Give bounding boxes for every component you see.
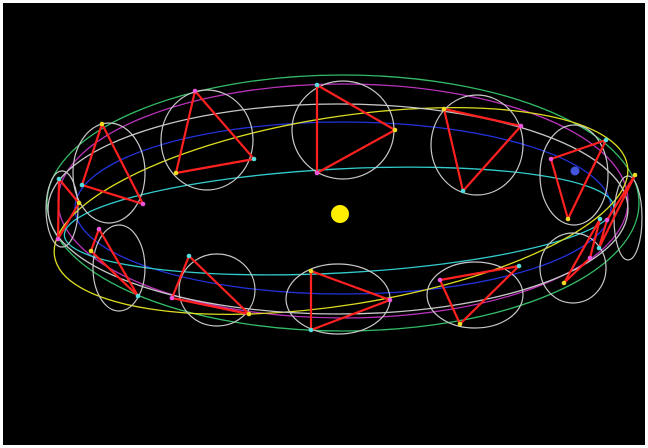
triangle xyxy=(56,177,81,241)
triangle-vertex xyxy=(169,295,175,301)
triangle xyxy=(170,254,251,316)
triangle-vertex xyxy=(565,216,571,222)
triangle xyxy=(80,122,145,206)
triangle-vertices xyxy=(55,82,638,333)
earth-dot xyxy=(570,166,580,176)
triangle-vertex xyxy=(387,297,393,303)
orbit-circle xyxy=(178,253,256,327)
triangle xyxy=(309,269,392,332)
triangle-vertex xyxy=(99,121,105,127)
triangle-vertex xyxy=(460,188,466,194)
triangle-vertex xyxy=(251,156,257,162)
triangle-vertex xyxy=(441,106,447,112)
triangle xyxy=(562,217,602,285)
triangle xyxy=(442,107,523,193)
triangle-vertex xyxy=(314,82,320,88)
triangle-vertex xyxy=(173,170,179,176)
orbit-diagram xyxy=(3,3,645,445)
triangle-vertex xyxy=(548,156,554,162)
orbit-circle xyxy=(160,89,254,191)
orbit-circle xyxy=(426,261,524,329)
sun xyxy=(331,205,349,223)
triangle-vertex xyxy=(314,170,320,176)
triangle-vertex xyxy=(596,245,602,251)
orbit-circle xyxy=(72,122,146,224)
grey-ring xyxy=(47,103,629,315)
triangle-vertex xyxy=(96,226,102,232)
orbit-circle xyxy=(430,94,524,196)
triangle-vertex xyxy=(587,255,593,261)
orbit-circle xyxy=(92,224,146,312)
triangle-vertex xyxy=(457,321,463,327)
triangle-vertex xyxy=(186,253,192,259)
yellow-ring xyxy=(53,107,629,315)
triangle-vertex xyxy=(56,176,62,182)
outer-ring xyxy=(46,74,640,332)
triangle-vertex xyxy=(603,137,609,143)
triangle-vertex xyxy=(246,311,252,317)
orbit-circle xyxy=(539,124,609,226)
triangle xyxy=(89,227,140,298)
orbit-circle xyxy=(539,232,607,304)
cyan-ring xyxy=(63,166,615,276)
triangle-vertex xyxy=(135,293,141,299)
triangle-vertex xyxy=(55,236,61,242)
triangle-vertex xyxy=(308,268,314,274)
triangle-vertex xyxy=(79,182,85,188)
triangle-vertex xyxy=(632,172,638,178)
triangle xyxy=(174,89,256,175)
triangle-vertex xyxy=(604,217,610,223)
triangles xyxy=(56,83,637,332)
triangle-vertex xyxy=(597,216,603,222)
triangle-vertex xyxy=(308,327,314,333)
triangle xyxy=(315,83,397,175)
triangle-vertex xyxy=(516,263,522,269)
triangle xyxy=(438,264,521,326)
triangle xyxy=(549,138,608,221)
triangle-vertex xyxy=(437,277,443,283)
triangle-vertex xyxy=(88,248,94,254)
triangle-vertex xyxy=(392,127,398,133)
space-background xyxy=(3,3,645,445)
triangle-vertex xyxy=(192,88,198,94)
triangle xyxy=(597,173,637,250)
triangle-vertex xyxy=(518,123,524,129)
triangle-vertex xyxy=(140,201,146,207)
triangle-vertex xyxy=(76,200,82,206)
orbit-circle xyxy=(45,170,79,248)
triangle-vertex xyxy=(561,280,567,286)
